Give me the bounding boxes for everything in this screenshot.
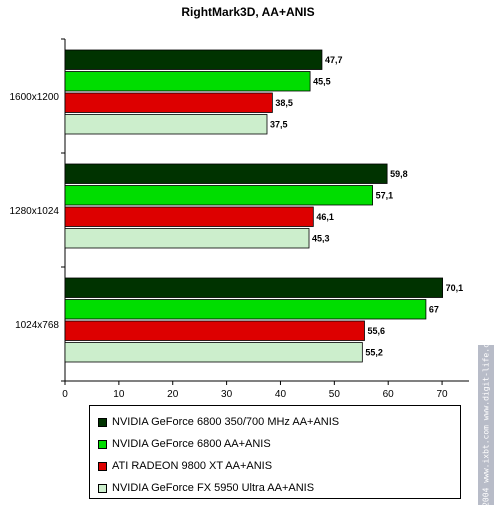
x-tick-label: 30 (221, 389, 233, 400)
watermark: © 2004 www.ixbt.com www.digit-life.com (478, 333, 494, 517)
x-tick-label: 50 (329, 389, 341, 400)
bar-1024x768-series-3 (64, 320, 365, 341)
bar-1024x768-series-2 (64, 299, 427, 320)
legend: NVIDIA GeForce 6800 350/700 MHz AA+ANIS N… (89, 405, 461, 499)
legend-item: NVIDIA GeForce 6800 350/700 MHz AA+ANIS (98, 411, 460, 433)
watermark-text: © 2004 www.ixbt.com www.digit-life.com (481, 333, 491, 517)
data-label: 37,5 (270, 119, 288, 129)
chart-title: RightMark3D, AA+ANIS (181, 5, 314, 19)
legend-item: NVIDIA GeForce FX 5950 Ultra AA+ANIS (98, 477, 460, 499)
legend-item: ATI RADEON 9800 XT AA+ANIS (98, 455, 460, 477)
x-tick-label: 40 (275, 389, 287, 400)
data-label: 47,7 (325, 55, 343, 65)
bar-1600x1200-series-1 (64, 49, 323, 70)
legend-item: NVIDIA GeForce 6800 AA+ANIS (98, 433, 460, 455)
bar-1024x768-series-1 (64, 277, 444, 298)
bar-1280x1024-series-2 (64, 185, 373, 206)
plot-area: 1600x1200 47,7 45,5 38,5 37,5 1280x1024 59,8 57… (10, 38, 469, 400)
data-label: 45,3 (312, 233, 330, 243)
bar-1280x1024-series-4 (64, 228, 310, 249)
bar-1600x1200-series-3 (64, 92, 273, 113)
data-label: 67 (429, 304, 439, 314)
legend-swatch (98, 417, 107, 427)
data-label: 46,1 (316, 212, 334, 222)
legend-label: NVIDIA GeForce FX 5950 Ultra AA+ANIS (112, 482, 315, 494)
x-tick-label: 20 (167, 389, 179, 400)
category-label: 1600x1200 (10, 92, 60, 103)
data-label: 55,2 (365, 347, 383, 357)
data-label: 55,6 (367, 326, 385, 336)
legend-swatch (98, 439, 107, 449)
bar-1600x1200-series-2 (64, 71, 311, 92)
bar-1024x768-series-4 (64, 342, 363, 363)
category-label: 1280x1024 (10, 206, 60, 217)
legend-swatch (98, 461, 107, 471)
x-tick-label: 10 (113, 389, 125, 400)
data-label: 70,1 (446, 283, 464, 293)
data-label: 59,8 (390, 169, 408, 179)
x-tick-label: 0 (62, 389, 68, 400)
x-tick-label: 70 (437, 389, 449, 400)
bar-1280x1024-series-1 (64, 163, 388, 184)
legend-label: ATI RADEON 9800 XT AA+ANIS (112, 460, 273, 472)
legend-swatch (98, 483, 107, 493)
data-label: 57,1 (376, 190, 394, 200)
bar-1280x1024-series-3 (64, 206, 314, 227)
data-label: 45,5 (313, 76, 331, 86)
legend-label: NVIDIA GeForce 6800 350/700 MHz AA+ANIS (112, 416, 340, 428)
data-label: 38,5 (275, 98, 293, 108)
legend-label: NVIDIA GeForce 6800 AA+ANIS (112, 438, 271, 450)
bar-1600x1200-series-4 (64, 114, 268, 135)
category-label: 1024x768 (15, 320, 59, 331)
x-tick-label: 60 (383, 389, 395, 400)
